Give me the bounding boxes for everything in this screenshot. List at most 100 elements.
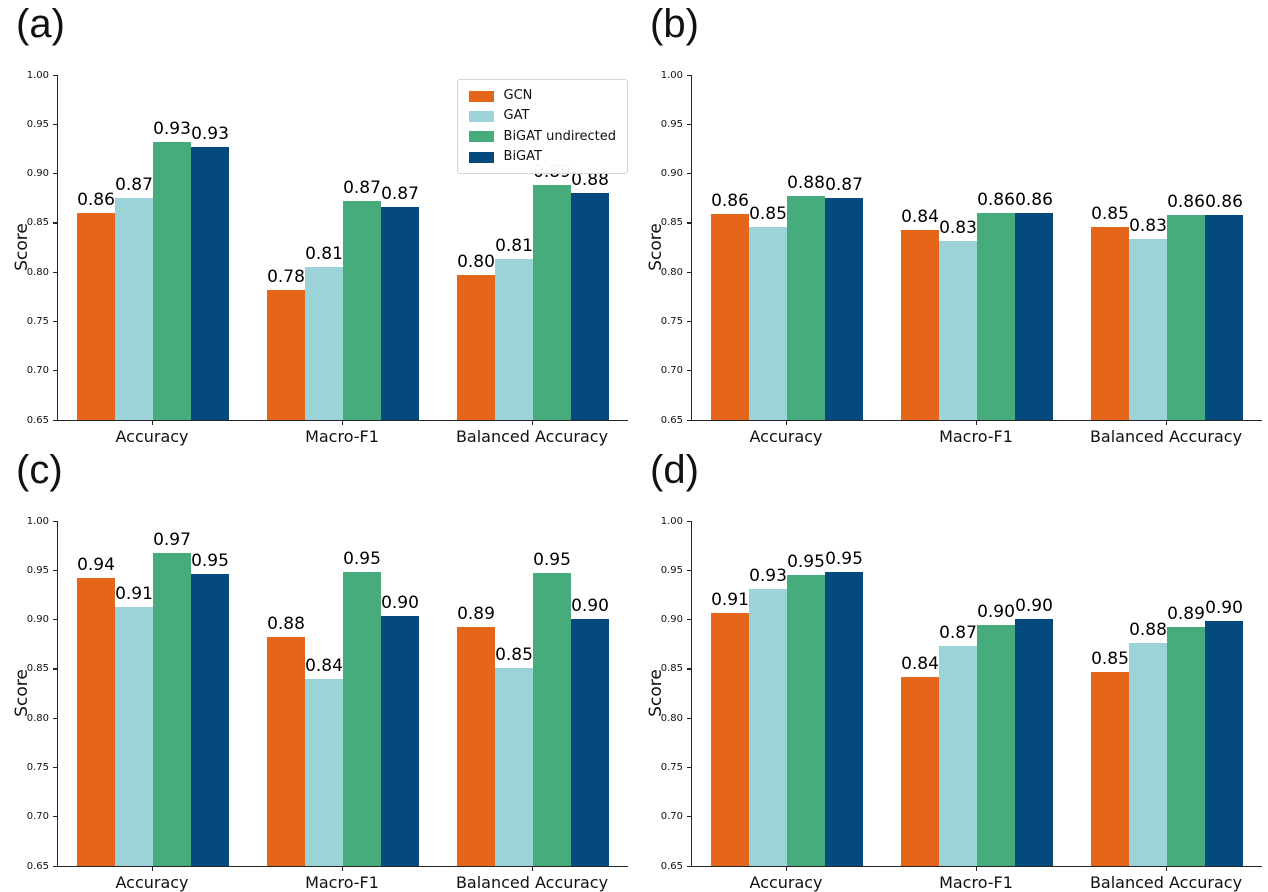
bar-gcn: [1091, 671, 1129, 866]
y-tick-label: 0.70: [26, 365, 49, 377]
y-tick-label: 0.90: [26, 168, 49, 180]
bar-value-label: 0.90: [1015, 595, 1053, 616]
legend-row: GCN: [468, 88, 616, 103]
bar-value-label: 0.84: [901, 653, 939, 674]
x-tick-label: Balanced Accuracy: [455, 873, 609, 892]
y-tick-mark: [687, 123, 691, 125]
bar-gat: [495, 667, 533, 866]
bar-value-label: 0.94: [77, 555, 115, 576]
bar-value-label: 0.88: [267, 614, 305, 635]
x-tick-mark: [976, 867, 978, 871]
bar-value-label: 0.95: [191, 551, 229, 572]
bar-value-label: 0.80: [457, 252, 495, 273]
legend: GCN GAT BiGAT undirected BiGAT: [456, 79, 628, 175]
bar-value-label: 0.95: [533, 550, 571, 571]
panel-a: (a) Score 1.00 0.95 0.90 0.85 0.80 0.75 0.70 0.6…: [0, 0, 634, 446]
y-tick-mark: [53, 74, 57, 76]
y-tick-label: 0.75: [660, 761, 683, 773]
y-tick-mark: [53, 222, 57, 224]
bar-bigat: [381, 207, 419, 420]
y-axis-label: Score: [11, 223, 32, 271]
y-tick-mark: [53, 173, 57, 175]
bar-value-label: 0.90: [977, 601, 1015, 622]
bar-chart-a: Score 1.00 0.95 0.90 0.85 0.80 0.75 0.70 0.65 0.8…: [0, 0, 634, 446]
bar-gat: [939, 240, 977, 420]
bar-value-label: 0.89: [1167, 604, 1205, 625]
bar-bigat-undirected: [787, 196, 825, 420]
bar-value-label: 0.89: [457, 604, 495, 625]
bar-gcn: [901, 676, 939, 866]
y-tick-label: 0.80: [26, 266, 49, 278]
y-tick-mark: [53, 816, 57, 818]
bar-bigat: [191, 574, 229, 866]
y-tick-label: 0.90: [26, 614, 49, 626]
bar-bigat: [1205, 214, 1243, 420]
y-tick-mark: [53, 320, 57, 323]
legend-swatch-icon: [468, 110, 494, 122]
bar-value-label: 0.88: [787, 173, 825, 194]
legend-swatch-icon: [468, 151, 494, 163]
bar-gat: [939, 646, 977, 866]
y-tick-label: 0.85: [26, 663, 49, 675]
bar-chart-b: Score 1.00 0.95 0.90 0.85 0.80 0.75 0.70 0.65 0.8…: [634, 0, 1268, 446]
x-tick-mark: [532, 867, 534, 871]
plot-area: 0.86 0.84 0.85 0.85 0.83 0.83 0.88 0.86 0.86 0.87…: [691, 75, 1262, 421]
bar-bigat-undirected: [343, 572, 381, 866]
bar-value-label: 0.87: [939, 623, 977, 644]
bar-value-label: 0.97: [153, 529, 191, 550]
x-tick-mark: [1166, 421, 1168, 425]
panel-b: (b) Score 1.00 0.95 0.90 0.85 0.80 0.75 0.70 0.6…: [634, 0, 1268, 446]
y-tick-label: 0.65: [660, 414, 683, 426]
y-tick-label: 0.65: [26, 860, 49, 872]
bar-value-label: 0.87: [381, 184, 419, 205]
bar-value-label: 0.83: [1129, 215, 1167, 236]
bar-value-label: 0.95: [343, 549, 381, 570]
bar-gat: [749, 226, 787, 420]
legend-entry-label: BiGAT: [503, 148, 542, 164]
y-tick-mark: [687, 222, 691, 224]
y-tick-label: 0.85: [26, 217, 49, 229]
bar-gat: [495, 259, 533, 420]
y-tick-mark: [53, 619, 57, 621]
y-tick-mark: [687, 271, 691, 273]
x-tick-mark: [342, 867, 344, 871]
x-tick-label: Balanced Accuracy: [1089, 427, 1243, 446]
bar-bigat-undirected: [533, 185, 571, 420]
y-tick-label: 0.85: [660, 217, 683, 229]
y-tick-mark: [687, 816, 691, 818]
bar-value-label: 0.86: [711, 191, 749, 211]
y-tick-label: 0.70: [660, 811, 683, 823]
y-tick-label: 0.95: [660, 564, 683, 576]
y-tick-label: 0.75: [26, 761, 49, 773]
legend-swatch-icon: [468, 90, 494, 102]
bar-gcn: [77, 578, 115, 866]
y-tick-label: 0.70: [660, 365, 683, 377]
y-axis-label: Score: [645, 669, 666, 717]
x-tick-mark: [1166, 867, 1168, 871]
bar-value-label: 0.85: [495, 644, 533, 665]
bar-bigat: [571, 618, 609, 866]
legend-row: BiGAT undirected: [468, 129, 616, 144]
panel-label-c: (c): [16, 448, 63, 492]
y-tick-mark: [53, 419, 57, 421]
bar-bigat: [191, 146, 229, 420]
bar-bigat: [825, 572, 863, 866]
y-tick-mark: [53, 668, 57, 670]
bar-bigat: [1015, 213, 1053, 420]
bar-gcn: [457, 275, 495, 420]
y-tick-label: 0.95: [660, 118, 683, 130]
y-tick-mark: [53, 520, 57, 522]
x-tick-label: Macro-F1: [305, 873, 379, 892]
bar-value-label: 0.91: [711, 589, 749, 610]
bar-bigat-undirected: [153, 552, 191, 866]
x-tick-mark: [786, 867, 788, 871]
x-tick-label: Macro-F1: [939, 427, 1013, 446]
y-tick-label: 0.90: [660, 168, 683, 180]
x-tick-label: Accuracy: [749, 427, 823, 446]
y-tick-mark: [687, 717, 691, 719]
bar-bigat-undirected: [977, 213, 1015, 420]
y-tick-label: 0.75: [26, 315, 49, 327]
x-tick-label: Accuracy: [749, 873, 823, 892]
bar-value-label: 0.87: [343, 178, 381, 199]
bar-value-label: 0.83: [939, 217, 977, 238]
